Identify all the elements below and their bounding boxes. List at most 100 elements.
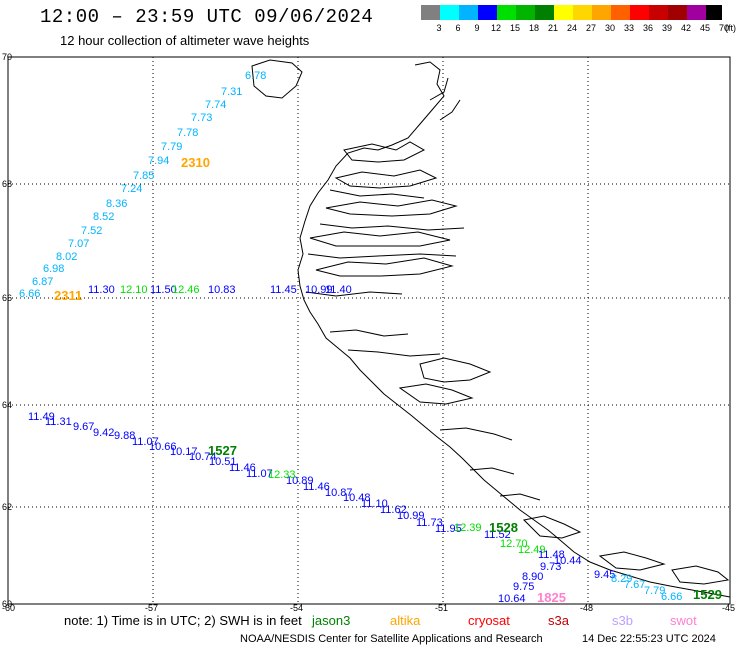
fjord-line <box>469 467 515 475</box>
legend-label: 30 <box>604 23 615 33</box>
legend-swatch <box>592 5 611 20</box>
axis-labels: 70 68 66 64 62 60-60 -57 -54 -51 -48 -45 <box>2 52 735 613</box>
legend-label: 24 <box>566 23 577 33</box>
legend-swatch <box>535 5 554 20</box>
satellite-name: swot <box>670 613 697 628</box>
swh-value-label: 9.67 <box>73 421 94 433</box>
fjord-line <box>305 291 403 297</box>
map-title: 12:00 – 23:59 UTC 09/06/2024 <box>40 6 374 28</box>
graticule <box>8 57 730 604</box>
island-coastline <box>251 59 303 99</box>
swh-value-label: 10.66 <box>149 441 177 453</box>
swh-value-label: 11.95 <box>435 523 462 535</box>
pass-number-label: 1528 <box>489 520 518 535</box>
fjord-line <box>329 189 425 199</box>
legend-swatch <box>611 5 630 20</box>
pass-number-label: 2310 <box>181 155 210 170</box>
legend-label: 15 <box>509 23 520 33</box>
swh-value-label: 10.89 <box>286 475 314 487</box>
swh-value-label: 11.10 <box>361 498 388 510</box>
swh-value-label: 7.07 <box>68 238 89 250</box>
legend-swatch <box>459 5 478 20</box>
legend-swatch <box>516 5 535 20</box>
legend-label: 45 <box>699 23 710 33</box>
legend-swatch <box>649 5 668 20</box>
latitude-label: 70 <box>2 52 12 62</box>
satellite-name: cryosat <box>468 613 510 628</box>
main-coastline <box>297 61 731 598</box>
fjord-line <box>347 349 441 357</box>
swh-value-label: 7.67 <box>624 579 645 591</box>
swh-value-label: 7.79 <box>161 141 182 153</box>
island-coastline <box>334 169 438 189</box>
swh-value-label: 9.42 <box>93 427 114 439</box>
legend-label: 33 <box>623 23 634 33</box>
swh-value-label: 6.78 <box>245 70 266 82</box>
latitude-label: 62 <box>2 502 12 512</box>
swh-value-label: 6.66 <box>19 288 40 300</box>
longitude-label: -57 <box>145 603 158 613</box>
swh-value-label: 7.31 <box>221 86 242 98</box>
map-frame <box>7 56 731 605</box>
swh-value-label: 7.79 <box>644 585 665 597</box>
swh-value-label: 7.85 <box>133 170 154 182</box>
fjord-line <box>329 329 409 337</box>
swh-value-label: 11.07 <box>132 436 159 448</box>
swh-value-label: 8.52 <box>93 211 114 223</box>
island-coastline <box>343 141 426 163</box>
swh-value-label: 9.88 <box>114 430 135 442</box>
island-coastline <box>522 515 582 539</box>
swh-value-label: 10.51 <box>209 456 237 468</box>
pass-labels: 2310 2311 1527 1528 1825 1529 <box>54 155 722 605</box>
legend-label: 36 <box>642 23 653 33</box>
island-coastline <box>598 551 666 571</box>
swh-value-label: 11.46 <box>303 481 330 493</box>
swh-value-label: 10.99 <box>305 284 333 296</box>
swh-value-label: 8.29 <box>611 573 632 585</box>
swh-value-label: 12.39 <box>454 522 482 534</box>
legend-label: 12 <box>490 23 501 33</box>
swh-value-label: 8.02 <box>56 251 77 263</box>
swh-value-label: 11.73 <box>416 517 443 529</box>
swh-value-label: 12.49 <box>518 544 546 556</box>
credit-line: NOAA/NESDIS Center for Satellite Applica… <box>240 633 543 645</box>
island-coastline <box>419 357 492 383</box>
longitude-label: -60 <box>2 603 15 613</box>
satellite-name: altika <box>390 613 421 628</box>
fjord-line <box>439 427 513 441</box>
swh-value-label: 10.64 <box>498 593 526 605</box>
swh-value-label: 11.48 <box>538 549 565 561</box>
legend-swatch <box>630 5 649 20</box>
swh-value-label: 10.87 <box>325 487 353 499</box>
fjord-line <box>307 253 457 259</box>
legend-label: 39 <box>661 23 672 33</box>
swh-value-label: 12.33 <box>268 469 296 481</box>
swh-value-label: 7.73 <box>191 112 212 124</box>
swh-value-label: 7.78 <box>177 127 198 139</box>
island-coastline <box>398 383 474 405</box>
swh-value-label: 7.24 <box>121 183 142 195</box>
swh-value-label: 6.98 <box>43 263 64 275</box>
swh-value-label: 11.07 <box>246 468 273 480</box>
latitude-label: 64 <box>2 400 12 410</box>
altimeter-tracks: 6.787.317.747.73 7.78 7.79 7.94 7.857.24 8.36… <box>19 70 682 605</box>
swh-value-label: 10.99 <box>397 510 425 522</box>
swh-value-label: 11.62 <box>380 504 407 516</box>
legend-label: 70 <box>718 23 729 33</box>
map-subtitle: 12 hour collection of altimeter wave hei… <box>60 33 310 48</box>
fjord-line <box>319 223 465 231</box>
pass-number-label: 1529 <box>693 587 722 602</box>
swh-value-label: 7.74 <box>205 99 226 111</box>
pass-number-label: 1527 <box>208 443 237 458</box>
satellite-name: s3a <box>548 613 569 628</box>
swh-value-label: 6.87 <box>32 276 53 288</box>
satellite-name: jason3 <box>312 613 351 628</box>
longitude-label: -48 <box>580 603 593 613</box>
legend-label: 9 <box>474 23 480 33</box>
swh-value-label: 11.45 <box>270 284 297 296</box>
swh-value-label: 11.50 <box>150 284 177 296</box>
swh-value-label: 11.40 <box>325 284 352 296</box>
longitude-label: -54 <box>290 603 303 613</box>
satellite-name: s3b <box>612 613 633 628</box>
